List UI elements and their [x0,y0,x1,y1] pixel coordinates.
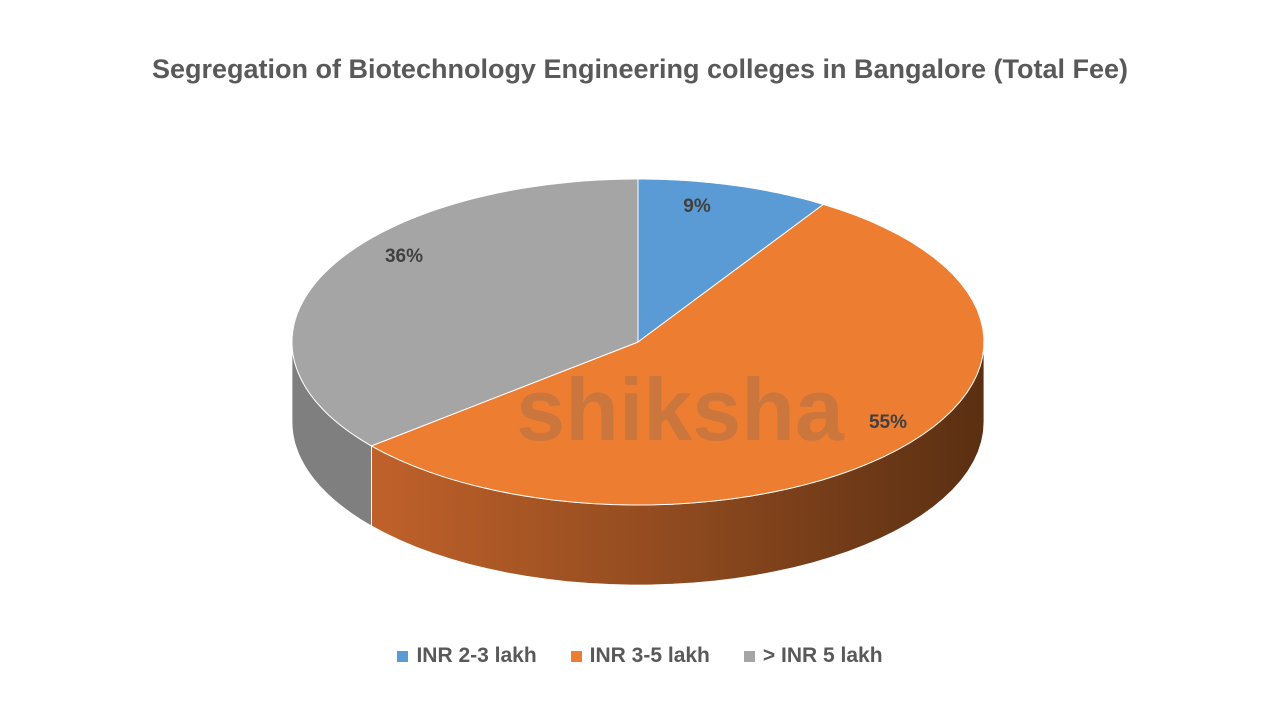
pie-slice-2 [370,203,985,506]
data-label-2: 55% [869,412,907,433]
chart-title: Segregation of Biotechnology Engineering… [151,54,1129,84]
legend-item: > INR 5 lakh [743,644,883,668]
pie-slice-3 [291,178,639,447]
pie-slice-1 [637,178,825,343]
legend-item: INR 3-5 lakh [570,644,710,668]
legend-item: INR 2-3 lakh [397,644,537,668]
data-label-3: 36% [385,246,423,267]
legend-swatch [570,650,582,662]
legend-label: > INR 5 lakh [762,644,883,667]
legend: INR 2-3 lakh INR 3-5 lakh > INR 5 lakh [0,644,1280,668]
data-label-1: 9% [683,196,711,217]
legend-swatch [397,650,409,662]
legend-swatch [743,650,755,662]
legend-label: INR 2-3 lakh [416,644,537,667]
legend-label: INR 3-5 lakh [589,644,710,667]
watermark: shiksha [516,360,845,459]
